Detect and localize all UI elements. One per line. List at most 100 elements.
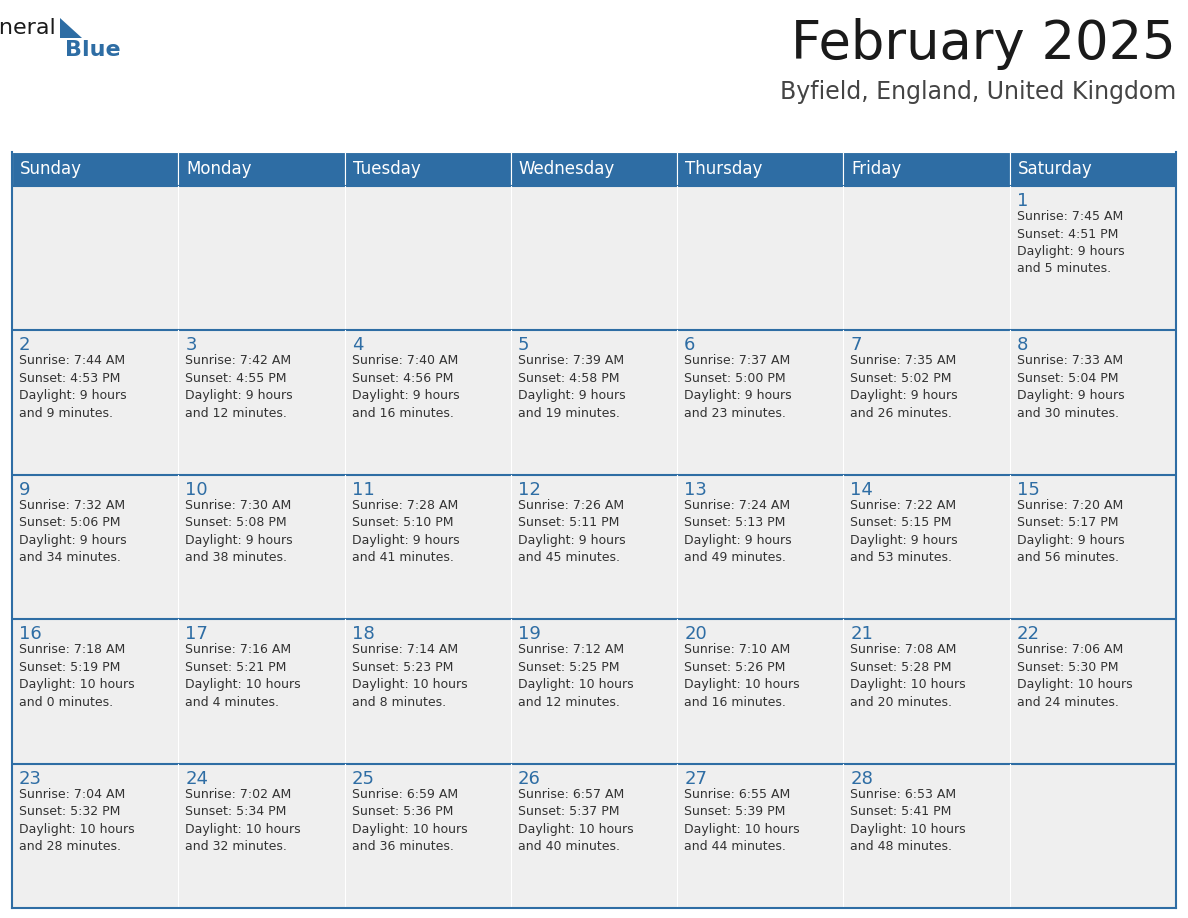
Text: 25: 25: [352, 769, 374, 788]
Text: General: General: [0, 18, 56, 38]
Text: Sunrise: 7:20 AM
Sunset: 5:17 PM
Daylight: 9 hours
and 56 minutes.: Sunrise: 7:20 AM Sunset: 5:17 PM Dayligh…: [1017, 498, 1124, 565]
Text: Sunrise: 7:32 AM
Sunset: 5:06 PM
Daylight: 9 hours
and 34 minutes.: Sunrise: 7:32 AM Sunset: 5:06 PM Dayligh…: [19, 498, 127, 565]
Text: 9: 9: [19, 481, 31, 498]
Bar: [843, 330, 1010, 475]
Bar: [1010, 475, 1176, 620]
Bar: [511, 620, 677, 764]
Text: Wednesday: Wednesday: [519, 160, 615, 178]
Text: Tuesday: Tuesday: [353, 160, 421, 178]
Bar: [178, 186, 345, 330]
Text: 10: 10: [185, 481, 208, 498]
Text: 26: 26: [518, 769, 541, 788]
Text: Sunrise: 7:08 AM
Sunset: 5:28 PM
Daylight: 10 hours
and 20 minutes.: Sunrise: 7:08 AM Sunset: 5:28 PM Dayligh…: [851, 644, 966, 709]
Text: Sunrise: 7:35 AM
Sunset: 5:02 PM
Daylight: 9 hours
and 26 minutes.: Sunrise: 7:35 AM Sunset: 5:02 PM Dayligh…: [851, 354, 958, 420]
Bar: [178, 152, 345, 186]
Bar: [12, 330, 178, 475]
Text: 18: 18: [352, 625, 374, 644]
Text: Sunrise: 7:28 AM
Sunset: 5:10 PM
Daylight: 9 hours
and 41 minutes.: Sunrise: 7:28 AM Sunset: 5:10 PM Dayligh…: [352, 498, 460, 565]
Text: Sunrise: 7:06 AM
Sunset: 5:30 PM
Daylight: 10 hours
and 24 minutes.: Sunrise: 7:06 AM Sunset: 5:30 PM Dayligh…: [1017, 644, 1132, 709]
Text: 15: 15: [1017, 481, 1040, 498]
Text: 20: 20: [684, 625, 707, 644]
Bar: [511, 330, 677, 475]
Text: Friday: Friday: [852, 160, 902, 178]
Bar: [677, 330, 843, 475]
Text: Sunrise: 7:30 AM
Sunset: 5:08 PM
Daylight: 9 hours
and 38 minutes.: Sunrise: 7:30 AM Sunset: 5:08 PM Dayligh…: [185, 498, 293, 565]
Text: 7: 7: [851, 336, 862, 354]
Bar: [511, 764, 677, 908]
Text: 1: 1: [1017, 192, 1028, 210]
Text: 27: 27: [684, 769, 707, 788]
Bar: [1010, 330, 1176, 475]
Text: 17: 17: [185, 625, 208, 644]
Text: Sunrise: 7:02 AM
Sunset: 5:34 PM
Daylight: 10 hours
and 32 minutes.: Sunrise: 7:02 AM Sunset: 5:34 PM Dayligh…: [185, 788, 301, 853]
Text: 13: 13: [684, 481, 707, 498]
Bar: [12, 475, 178, 620]
Bar: [345, 152, 511, 186]
Text: Sunrise: 6:53 AM
Sunset: 5:41 PM
Daylight: 10 hours
and 48 minutes.: Sunrise: 6:53 AM Sunset: 5:41 PM Dayligh…: [851, 788, 966, 853]
Text: 8: 8: [1017, 336, 1028, 354]
Text: 6: 6: [684, 336, 695, 354]
Bar: [345, 186, 511, 330]
Text: Monday: Monday: [187, 160, 252, 178]
Text: Sunrise: 7:44 AM
Sunset: 4:53 PM
Daylight: 9 hours
and 9 minutes.: Sunrise: 7:44 AM Sunset: 4:53 PM Dayligh…: [19, 354, 127, 420]
Text: 22: 22: [1017, 625, 1040, 644]
Text: 24: 24: [185, 769, 208, 788]
Bar: [511, 186, 677, 330]
Bar: [843, 620, 1010, 764]
Text: Sunrise: 7:37 AM
Sunset: 5:00 PM
Daylight: 9 hours
and 23 minutes.: Sunrise: 7:37 AM Sunset: 5:00 PM Dayligh…: [684, 354, 791, 420]
Text: 5: 5: [518, 336, 530, 354]
Text: Sunrise: 6:59 AM
Sunset: 5:36 PM
Daylight: 10 hours
and 36 minutes.: Sunrise: 6:59 AM Sunset: 5:36 PM Dayligh…: [352, 788, 467, 853]
Bar: [1010, 764, 1176, 908]
Text: Sunrise: 6:55 AM
Sunset: 5:39 PM
Daylight: 10 hours
and 44 minutes.: Sunrise: 6:55 AM Sunset: 5:39 PM Dayligh…: [684, 788, 800, 853]
Text: 3: 3: [185, 336, 197, 354]
Text: Sunrise: 7:40 AM
Sunset: 4:56 PM
Daylight: 9 hours
and 16 minutes.: Sunrise: 7:40 AM Sunset: 4:56 PM Dayligh…: [352, 354, 460, 420]
Bar: [843, 475, 1010, 620]
Text: Sunrise: 7:42 AM
Sunset: 4:55 PM
Daylight: 9 hours
and 12 minutes.: Sunrise: 7:42 AM Sunset: 4:55 PM Dayligh…: [185, 354, 293, 420]
Polygon shape: [61, 18, 82, 38]
Bar: [843, 186, 1010, 330]
Text: Sunrise: 6:57 AM
Sunset: 5:37 PM
Daylight: 10 hours
and 40 minutes.: Sunrise: 6:57 AM Sunset: 5:37 PM Dayligh…: [518, 788, 633, 853]
Text: 11: 11: [352, 481, 374, 498]
Bar: [1010, 152, 1176, 186]
Text: Saturday: Saturday: [1018, 160, 1093, 178]
Bar: [677, 186, 843, 330]
Bar: [677, 764, 843, 908]
Bar: [677, 475, 843, 620]
Bar: [12, 764, 178, 908]
Bar: [12, 620, 178, 764]
Bar: [1010, 620, 1176, 764]
Text: 14: 14: [851, 481, 873, 498]
Text: February 2025: February 2025: [791, 18, 1176, 70]
Bar: [12, 186, 178, 330]
Text: Sunday: Sunday: [20, 160, 82, 178]
Bar: [511, 475, 677, 620]
Bar: [1010, 186, 1176, 330]
Bar: [345, 330, 511, 475]
Bar: [843, 764, 1010, 908]
Text: 28: 28: [851, 769, 873, 788]
Text: 4: 4: [352, 336, 364, 354]
Text: Sunrise: 7:18 AM
Sunset: 5:19 PM
Daylight: 10 hours
and 0 minutes.: Sunrise: 7:18 AM Sunset: 5:19 PM Dayligh…: [19, 644, 134, 709]
Text: 16: 16: [19, 625, 42, 644]
Bar: [345, 620, 511, 764]
Text: Blue: Blue: [65, 40, 121, 60]
Text: Sunrise: 7:45 AM
Sunset: 4:51 PM
Daylight: 9 hours
and 5 minutes.: Sunrise: 7:45 AM Sunset: 4:51 PM Dayligh…: [1017, 210, 1124, 275]
Text: 21: 21: [851, 625, 873, 644]
Text: 23: 23: [19, 769, 42, 788]
Text: Sunrise: 7:39 AM
Sunset: 4:58 PM
Daylight: 9 hours
and 19 minutes.: Sunrise: 7:39 AM Sunset: 4:58 PM Dayligh…: [518, 354, 626, 420]
Text: Sunrise: 7:24 AM
Sunset: 5:13 PM
Daylight: 9 hours
and 49 minutes.: Sunrise: 7:24 AM Sunset: 5:13 PM Dayligh…: [684, 498, 791, 565]
Text: Sunrise: 7:10 AM
Sunset: 5:26 PM
Daylight: 10 hours
and 16 minutes.: Sunrise: 7:10 AM Sunset: 5:26 PM Dayligh…: [684, 644, 800, 709]
Bar: [178, 764, 345, 908]
Text: Sunrise: 7:33 AM
Sunset: 5:04 PM
Daylight: 9 hours
and 30 minutes.: Sunrise: 7:33 AM Sunset: 5:04 PM Dayligh…: [1017, 354, 1124, 420]
Bar: [345, 764, 511, 908]
Text: Sunrise: 7:26 AM
Sunset: 5:11 PM
Daylight: 9 hours
and 45 minutes.: Sunrise: 7:26 AM Sunset: 5:11 PM Dayligh…: [518, 498, 626, 565]
Bar: [677, 620, 843, 764]
Text: 19: 19: [518, 625, 541, 644]
Bar: [178, 330, 345, 475]
Bar: [677, 152, 843, 186]
Bar: [178, 475, 345, 620]
Text: 2: 2: [19, 336, 31, 354]
Text: Sunrise: 7:14 AM
Sunset: 5:23 PM
Daylight: 10 hours
and 8 minutes.: Sunrise: 7:14 AM Sunset: 5:23 PM Dayligh…: [352, 644, 467, 709]
Bar: [511, 152, 677, 186]
Text: 12: 12: [518, 481, 541, 498]
